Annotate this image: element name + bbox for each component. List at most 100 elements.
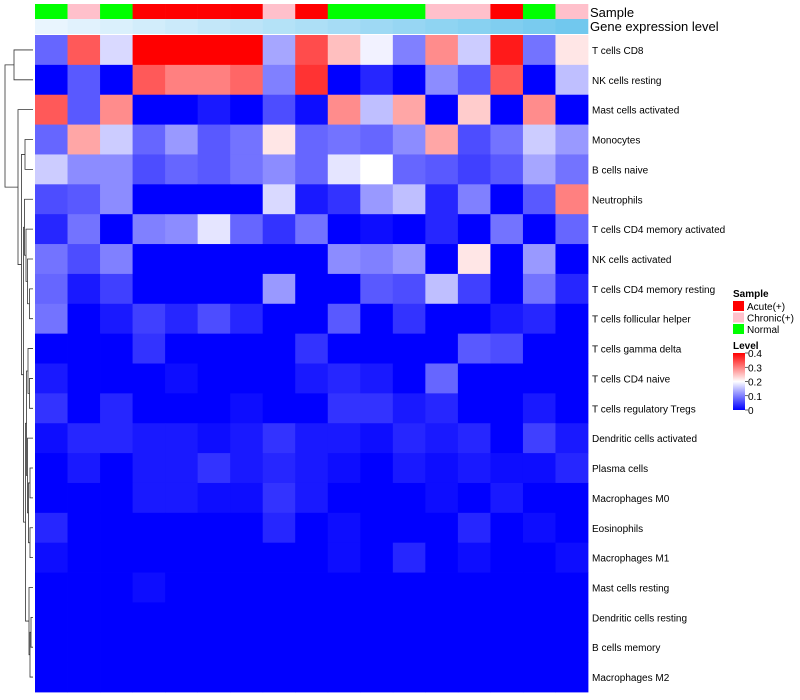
heatmap-cell [67, 303, 101, 335]
heatmap-cell [165, 363, 199, 394]
heatmap-cell [360, 363, 394, 394]
heatmap-cell [100, 214, 133, 245]
row-label: Mast cells resting [592, 583, 669, 594]
heatmap-cell [360, 512, 394, 544]
heatmap-cell [295, 542, 329, 573]
heatmap-cell [230, 363, 264, 394]
heatmap-cell [457, 124, 491, 155]
heatmap-cell [425, 124, 459, 155]
heatmap-cell [425, 512, 459, 544]
heatmap-cell [457, 632, 491, 663]
expression-annotation-label: Gene expression level [590, 19, 719, 34]
heatmap-cell [35, 662, 68, 693]
heatmap-cell [457, 214, 491, 245]
heatmap-cell [327, 423, 361, 454]
heatmap-cell [230, 303, 264, 335]
heatmap-cell [327, 244, 361, 275]
heatmap-cell [522, 244, 556, 275]
heatmap-cell [327, 214, 361, 245]
heatmap-cell [327, 363, 361, 394]
sample-annotation-bar [35, 4, 589, 19]
heatmap-cell [457, 602, 491, 633]
level-legend-title: Level [733, 341, 759, 352]
dendrogram-branch [29, 631, 33, 678]
heatmap-cell [35, 632, 68, 663]
sample-annotation-cell [360, 4, 394, 19]
heatmap-cell [490, 214, 524, 245]
heatmap-cell [230, 244, 264, 275]
expression-annotation-cell [132, 19, 166, 34]
heatmap-cell [230, 184, 264, 215]
heatmap-cell [100, 64, 133, 96]
heatmap-cell [67, 124, 101, 155]
heatmap-cell [262, 244, 296, 275]
sample-legend-label: Acute(+) [747, 302, 785, 313]
dendrogram-branch [29, 467, 33, 499]
heatmap-cell [132, 244, 166, 275]
heatmap-cell [165, 94, 199, 125]
heatmap-cell [392, 363, 426, 394]
heatmap-cell [392, 184, 426, 215]
heatmap-cell [327, 184, 361, 215]
heatmap-cell [197, 273, 231, 305]
sample-annotation-cell [457, 4, 491, 19]
heatmap-cell [522, 542, 556, 573]
heatmap-cell [457, 94, 491, 125]
heatmap-cell [490, 94, 524, 125]
row-label: Mast cells activated [592, 106, 679, 117]
dendrogram-branch [17, 109, 33, 265]
sample-annotation-cell [425, 4, 459, 19]
heatmap-cell [262, 363, 296, 394]
heatmap-cell [100, 184, 133, 215]
expression-annotation-cell [490, 19, 524, 34]
heatmap-cell [425, 482, 459, 514]
row-label: T cells CD8 [592, 46, 644, 57]
expression-annotation-cell [555, 19, 589, 34]
heatmap-cell [165, 423, 199, 454]
row-label: Eosinophils [592, 524, 643, 535]
heatmap-cell [522, 662, 556, 693]
heatmap-cell [35, 35, 68, 66]
heatmap-cell [490, 542, 524, 573]
heatmap-cell [295, 662, 329, 693]
heatmap-cell [457, 244, 491, 275]
level-legend-tick-label: 0.3 [748, 363, 762, 374]
heatmap-cell [132, 303, 166, 335]
heatmap-cell [197, 453, 231, 484]
heatmap-cell [360, 273, 394, 305]
heatmap-cell [392, 632, 426, 663]
sample-annotation-cell [295, 4, 329, 19]
heatmap-cell [262, 273, 296, 305]
heatmap-cell [100, 303, 133, 335]
heatmap-cell [165, 512, 199, 544]
heatmap-cell [230, 393, 264, 424]
heatmap-cell [327, 154, 361, 185]
heatmap-cell [392, 154, 426, 185]
heatmap-cell [230, 214, 264, 245]
expression-annotation-cell [35, 19, 68, 34]
heatmap-cell [457, 333, 491, 364]
dendrogram-branch [29, 378, 33, 409]
heatmap-cell [67, 393, 101, 424]
row-label: NK cells resting [592, 76, 661, 87]
dendrogram-branch [25, 228, 33, 282]
heatmap-cell [132, 64, 166, 96]
heatmap-cell [327, 572, 361, 603]
heatmap-cell [67, 423, 101, 454]
heatmap-cell [35, 333, 68, 364]
heatmap-cell [327, 124, 361, 155]
heatmap-cell [132, 632, 166, 663]
heatmap-cell [360, 154, 394, 185]
row-label: Macrophages M2 [592, 673, 670, 684]
heatmap-cell [165, 572, 199, 603]
heatmap-cell [197, 363, 231, 394]
heatmap-cell [132, 333, 166, 364]
heatmap-cell [230, 542, 264, 573]
heatmap-cell [295, 64, 329, 96]
level-color-bar [733, 353, 745, 410]
row-label: T cells regulatory Tregs [592, 404, 696, 415]
heatmap-cell [425, 632, 459, 663]
heatmap-cell [425, 423, 459, 454]
sample-annotation-cell [35, 4, 68, 19]
heatmap-cell [360, 64, 394, 96]
